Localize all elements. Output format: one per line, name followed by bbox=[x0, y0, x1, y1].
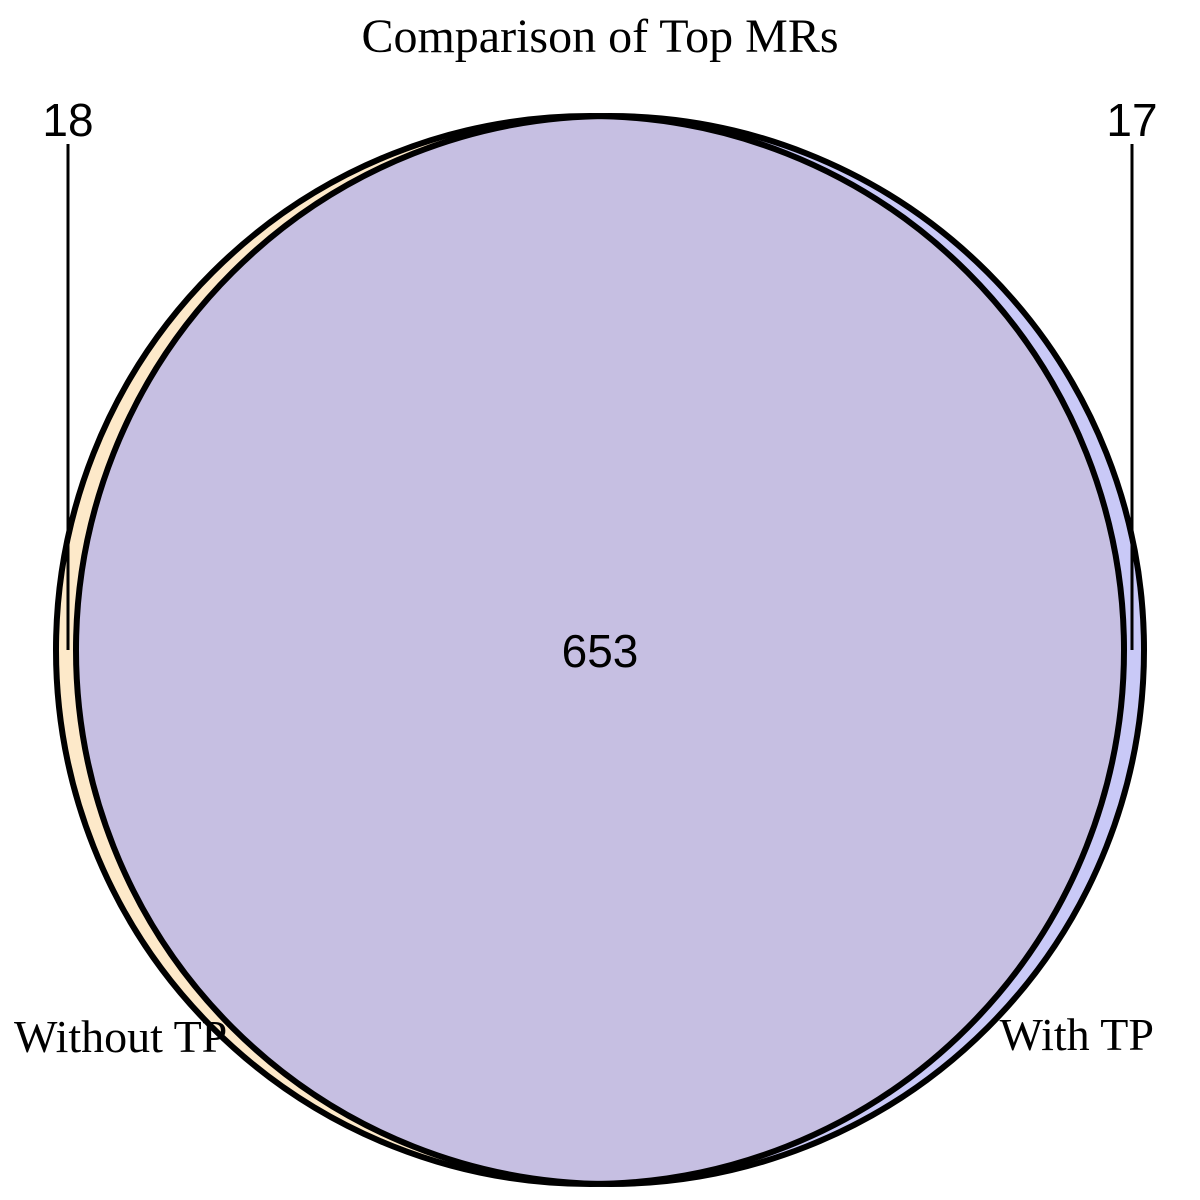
set-with-tp-outline bbox=[73, 113, 1147, 1187]
without-tp-only-count: 18 bbox=[42, 94, 93, 146]
intersection-fill bbox=[76, 116, 1124, 1184]
with-tp-only-count: 17 bbox=[1106, 94, 1157, 146]
intersection-count: 653 bbox=[562, 625, 639, 677]
without-tp-label: Without TP bbox=[14, 1011, 227, 1062]
diagram-title: Comparison of Top MRs bbox=[361, 10, 838, 63]
with-tp-label: With TP bbox=[1000, 1009, 1155, 1060]
